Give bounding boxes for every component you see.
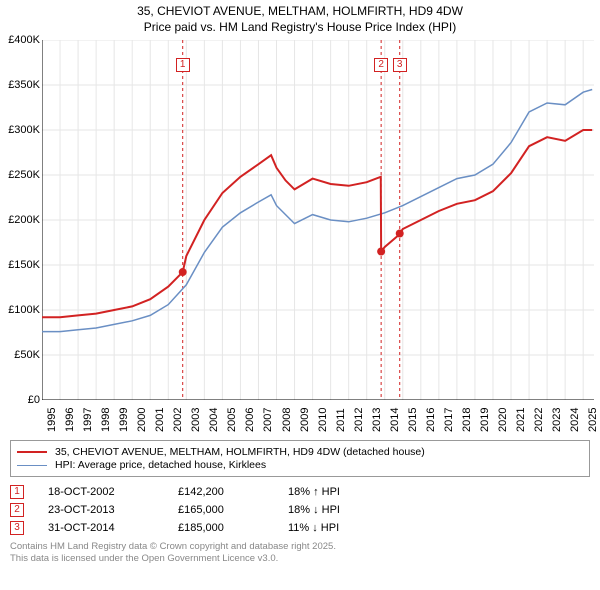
x-tick-label: 1995 bbox=[46, 408, 58, 432]
x-tick-label: 1997 bbox=[82, 408, 94, 432]
event-delta: 18% ↑ HPI bbox=[288, 486, 340, 498]
x-tick-label: 2022 bbox=[533, 408, 545, 432]
footer-line-2: This data is licensed under the Open Gov… bbox=[10, 553, 590, 565]
x-tick-label: 2011 bbox=[335, 408, 347, 432]
title-line-1: 35, CHEVIOT AVENUE, MELTHAM, HOLMFIRTH, … bbox=[0, 4, 600, 20]
event-row: 3 31-OCT-2014£185,00011% ↓ HPI bbox=[10, 521, 590, 535]
x-tick-label: 2000 bbox=[136, 408, 148, 432]
legend-label: 35, CHEVIOT AVENUE, MELTHAM, HOLMFIRTH, … bbox=[55, 446, 425, 458]
y-tick-label: £0 bbox=[28, 394, 40, 406]
x-tick-label: 2002 bbox=[172, 408, 184, 432]
event-row-marker: 1 bbox=[10, 485, 24, 499]
x-tick-label: 1999 bbox=[118, 408, 130, 432]
x-tick-label: 2010 bbox=[317, 408, 329, 432]
x-tick-label: 2025 bbox=[587, 408, 599, 432]
event-row-marker: 3 bbox=[10, 521, 24, 535]
y-tick-label: £50K bbox=[14, 349, 40, 361]
legend-row: HPI: Average price, detached house, Kirk… bbox=[17, 459, 583, 471]
event-row-marker: 2 bbox=[10, 503, 24, 517]
x-tick-label: 2020 bbox=[497, 408, 509, 432]
event-date: 31-OCT-2014 bbox=[48, 522, 178, 534]
x-tick-label: 2016 bbox=[425, 408, 437, 432]
x-tick-label: 2018 bbox=[461, 408, 473, 432]
event-price: £185,000 bbox=[178, 522, 288, 534]
x-tick-label: 2017 bbox=[443, 408, 455, 432]
x-tick-label: 2021 bbox=[515, 408, 527, 432]
event-marker-box: 3 bbox=[393, 58, 407, 72]
x-tick-label: 2024 bbox=[569, 408, 581, 432]
y-tick-label: £200K bbox=[8, 214, 40, 226]
event-date: 23-OCT-2013 bbox=[48, 504, 178, 516]
event-marker-box: 1 bbox=[176, 58, 190, 72]
y-tick-label: £100K bbox=[8, 304, 40, 316]
x-tick-label: 1998 bbox=[100, 408, 112, 432]
legend-label: HPI: Average price, detached house, Kirk… bbox=[55, 459, 266, 471]
event-row: 1 18-OCT-2002£142,20018% ↑ HPI bbox=[10, 485, 590, 499]
event-row: 2 23-OCT-2013£165,00018% ↓ HPI bbox=[10, 503, 590, 517]
legend-row: 35, CHEVIOT AVENUE, MELTHAM, HOLMFIRTH, … bbox=[17, 446, 583, 458]
y-tick-label: £350K bbox=[8, 79, 40, 91]
title-line-2: Price paid vs. HM Land Registry's House … bbox=[0, 20, 600, 36]
legend-swatch bbox=[17, 451, 47, 453]
event-delta: 11% ↓ HPI bbox=[288, 522, 339, 534]
bottom-block: 35, CHEVIOT AVENUE, MELTHAM, HOLMFIRTH, … bbox=[10, 440, 590, 566]
event-list: 1 18-OCT-2002£142,20018% ↑ HPI 2 23-OCT-201… bbox=[10, 485, 590, 535]
y-tick-label: £300K bbox=[8, 124, 40, 136]
x-tick-label: 2019 bbox=[479, 408, 491, 432]
y-tick-label: £400K bbox=[8, 34, 40, 46]
x-tick-label: 2009 bbox=[299, 408, 311, 432]
event-price: £165,000 bbox=[178, 504, 288, 516]
x-tick-label: 2014 bbox=[389, 408, 401, 432]
x-tick-label: 2003 bbox=[190, 408, 202, 432]
title-block: 35, CHEVIOT AVENUE, MELTHAM, HOLMFIRTH, … bbox=[0, 0, 600, 35]
footer-line-1: Contains HM Land Registry data © Crown c… bbox=[10, 541, 590, 553]
x-tick-label: 2013 bbox=[371, 408, 383, 432]
y-tick-label: £150K bbox=[8, 259, 40, 271]
x-tick-label: 2001 bbox=[154, 408, 166, 432]
x-tick-label: 1996 bbox=[64, 408, 76, 432]
x-tick-label: 2008 bbox=[281, 408, 293, 432]
y-tick-label: £250K bbox=[8, 169, 40, 181]
footer: Contains HM Land Registry data © Crown c… bbox=[10, 541, 590, 566]
event-delta: 18% ↓ HPI bbox=[288, 504, 340, 516]
event-date: 18-OCT-2002 bbox=[48, 486, 178, 498]
x-tick-label: 2015 bbox=[407, 408, 419, 432]
event-price: £142,200 bbox=[178, 486, 288, 498]
x-tick-label: 2007 bbox=[262, 408, 274, 432]
event-marker-box: 2 bbox=[374, 58, 388, 72]
chart-plot-area bbox=[42, 40, 594, 400]
x-tick-label: 2005 bbox=[226, 408, 238, 432]
chart-svg bbox=[42, 40, 594, 400]
chart-container: 35, CHEVIOT AVENUE, MELTHAM, HOLMFIRTH, … bbox=[0, 0, 600, 590]
legend: 35, CHEVIOT AVENUE, MELTHAM, HOLMFIRTH, … bbox=[10, 440, 590, 477]
legend-swatch bbox=[17, 465, 47, 466]
x-tick-label: 2004 bbox=[208, 408, 220, 432]
x-tick-label: 2006 bbox=[244, 408, 256, 432]
x-tick-label: 2023 bbox=[551, 408, 563, 432]
x-tick-label: 2012 bbox=[353, 408, 365, 432]
